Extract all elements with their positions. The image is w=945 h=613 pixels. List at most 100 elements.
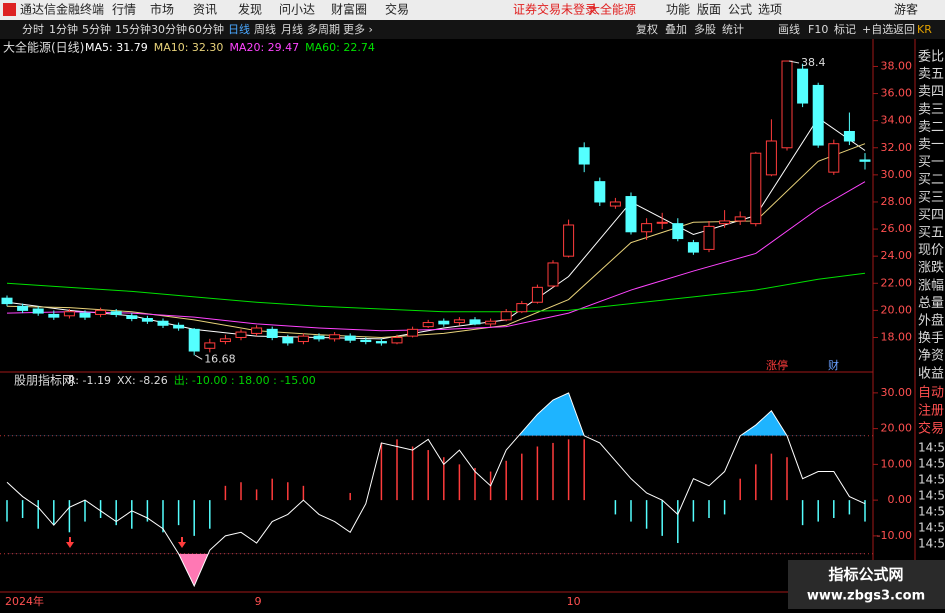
candle-body: [110, 311, 122, 315]
menu-item[interactable]: 行情: [112, 3, 136, 17]
y-tick-label: 38.00: [881, 59, 913, 72]
period-tab[interactable]: 15分钟: [115, 22, 151, 36]
menu-item[interactable]: 发现: [238, 2, 262, 17]
quote-label: 买三: [918, 190, 944, 205]
candle-body: [329, 334, 341, 340]
menu-item[interactable]: 资讯: [193, 3, 217, 17]
candle-body: [485, 320, 497, 325]
y-tick-label: 20.00: [881, 303, 913, 316]
period-tab[interactable]: 更多 ›: [343, 22, 373, 36]
candle-body: [516, 303, 528, 313]
candle-body: [547, 262, 559, 287]
candle-body: [734, 216, 746, 222]
y-tick-label: 26.00: [881, 222, 913, 235]
period-tab[interactable]: 周线: [254, 22, 276, 36]
quote-label: 涨幅: [918, 278, 944, 293]
y-tick-label: 34.00: [881, 114, 913, 127]
side-action[interactable]: 交易: [918, 421, 944, 437]
quote-label: 卖三: [918, 102, 944, 117]
candle-body: [843, 131, 855, 142]
ma-line: [6, 272, 866, 313]
period-tab[interactable]: 60分钟: [188, 22, 224, 36]
candle-body: [360, 339, 372, 343]
y-tick-label: 20.00: [881, 422, 913, 435]
event: 财: [828, 358, 839, 372]
candle-body: [313, 335, 325, 340]
watermark-box: [788, 560, 945, 609]
candle-body: [344, 335, 356, 341]
max-label: 38.4: [801, 56, 826, 69]
tool-button[interactable]: 画线: [778, 22, 800, 36]
candle-body: [32, 308, 44, 314]
tool-button[interactable]: 返回: [893, 23, 915, 36]
ma-line: [6, 181, 866, 332]
quote-label: 买一: [918, 155, 944, 170]
side-action[interactable]: 自动: [918, 386, 944, 401]
candle-body: [79, 312, 91, 318]
period-tab[interactable]: 30分钟: [151, 22, 187, 36]
candle-body: [219, 338, 231, 343]
candle-body: [204, 342, 216, 349]
period-tab[interactable]: 1分钟: [49, 22, 78, 36]
candle-body: [812, 84, 824, 146]
candle-body: [781, 60, 793, 149]
menu-item[interactable]: 公式: [728, 3, 752, 17]
menu-item[interactable]: 版面: [697, 3, 721, 17]
candle-body: [594, 181, 606, 203]
candle-body: [95, 309, 107, 315]
candle-body: [703, 225, 715, 250]
tool-button[interactable]: F10: [808, 23, 828, 36]
indicator-line: [6, 392, 866, 588]
tool-button[interactable]: 统计: [722, 23, 744, 36]
tool-button[interactable]: +自选: [862, 23, 893, 36]
y-tick-label: 0.00: [888, 493, 913, 506]
candle-body: [797, 68, 809, 104]
quote-label: 买五: [918, 226, 944, 241]
watermark-url: www.zbgs3.com: [807, 589, 925, 604]
period-tab[interactable]: 月线: [281, 22, 303, 36]
tool-button[interactable]: 叠加: [665, 23, 687, 36]
x-tick-label: 10: [567, 595, 581, 608]
menu-item[interactable]: 问小达: [279, 3, 315, 17]
period-tab[interactable]: 日线: [228, 22, 250, 36]
tool-button[interactable]: 复权: [636, 22, 658, 36]
quote-label: 净资: [918, 349, 944, 364]
user[interactable]: 游客: [894, 2, 918, 17]
candle-body: [531, 286, 543, 303]
menu-item[interactable]: 交易: [385, 2, 409, 17]
min-pointer: [194, 354, 203, 360]
candle-body: [235, 331, 247, 338]
candle-body: [375, 341, 387, 344]
chart-title: 大全能源(日线): [3, 40, 84, 55]
period-tab[interactable]: 分时: [22, 23, 44, 36]
candle-body: [641, 223, 653, 233]
menu-item[interactable]: 财富圈: [331, 2, 367, 17]
time-label: 14:56: [918, 489, 945, 503]
quote-label: 涨跌: [918, 260, 944, 276]
candle-body: [391, 336, 403, 344]
quote-label: 买二: [918, 173, 944, 188]
y-tick-label: 30.00: [881, 386, 913, 399]
period-tab[interactable]: 5分钟: [82, 22, 111, 36]
quote-label: 卖二: [918, 120, 944, 135]
menu-item[interactable]: 选项: [758, 3, 782, 17]
y-tick-label: -10.00: [877, 529, 912, 542]
candle-body: [157, 320, 169, 326]
logo-icon: [3, 3, 16, 16]
time-label: 14:56: [918, 441, 945, 455]
menu-item[interactable]: 市场: [150, 2, 174, 17]
notice[interactable]: 证券交易未登录: [513, 2, 597, 17]
code: KR: [917, 23, 932, 36]
period-tab[interactable]: 多周期: [307, 22, 340, 36]
menu-item[interactable]: 功能: [666, 3, 690, 17]
candle-body: [422, 322, 434, 328]
candle-body: [141, 318, 153, 322]
candle-body: [251, 327, 263, 334]
stock-name: 大全能源: [588, 2, 636, 17]
event: 涨停: [766, 358, 788, 372]
tool-button[interactable]: 标记: [834, 22, 856, 36]
side-action[interactable]: 注册: [918, 404, 944, 419]
tool-button[interactable]: 多股: [694, 22, 716, 36]
y-tick-label: 28.00: [881, 195, 913, 208]
